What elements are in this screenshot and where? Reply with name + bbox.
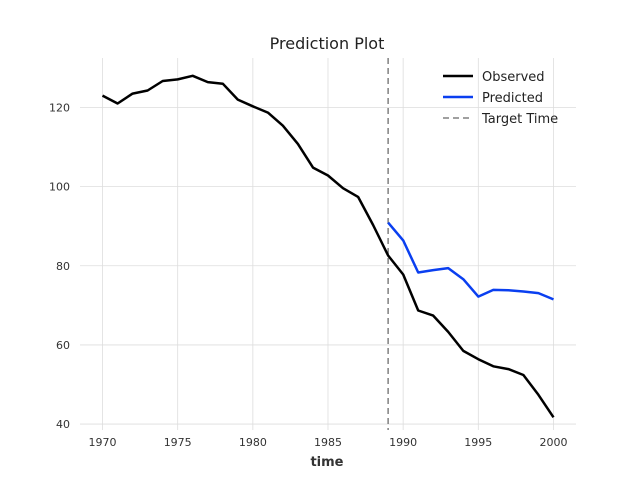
x-tick-label: 1980 [239, 436, 267, 449]
legend-label-predicted: Predicted [482, 91, 543, 106]
tick-labels: 1970 1975 1980 1985 1990 1995 2000 40 60 80 100 120 [49, 101, 567, 449]
y-tick-label: 100 [49, 181, 70, 194]
x-axis-label: time [310, 455, 343, 470]
x-tick-label: 1990 [389, 436, 417, 449]
y-tick-label: 120 [49, 101, 70, 114]
legend-label-observed: Observed [482, 70, 545, 85]
chart-title: Prediction Plot [270, 34, 385, 53]
y-tick-label: 40 [56, 418, 70, 431]
grid-lines [80, 58, 576, 430]
series-lines [101, 74, 555, 418]
y-tick-label: 80 [56, 260, 70, 273]
x-tick-label: 1970 [89, 436, 117, 449]
x-tick-label: 1995 [464, 436, 492, 449]
observed-series-line [101, 74, 555, 418]
legend: Observed Predicted Target Time [443, 70, 558, 127]
x-tick-label: 1985 [314, 436, 342, 449]
legend-label-target-time: Target Time [481, 112, 558, 127]
predicted-series-line [387, 221, 554, 301]
x-tick-label: 1975 [164, 436, 192, 449]
x-tick-label: 2000 [539, 436, 567, 449]
y-tick-label: 60 [56, 339, 70, 352]
